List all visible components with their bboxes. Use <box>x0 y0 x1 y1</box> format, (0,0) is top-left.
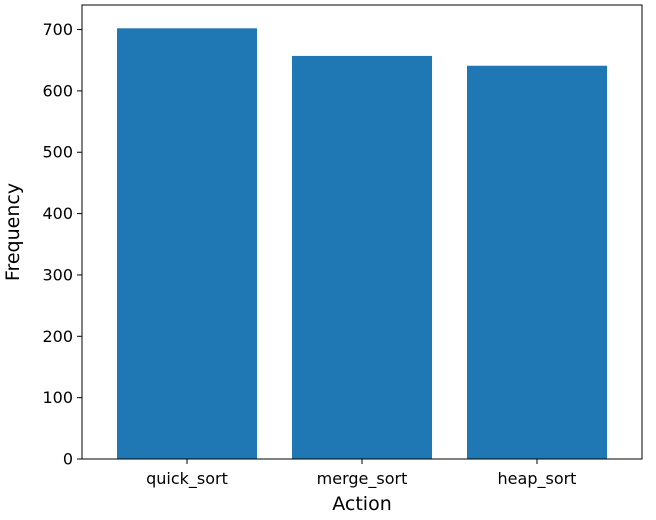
bars-group <box>117 28 607 460</box>
x-tick-label: heap_sort <box>498 469 577 489</box>
bar-quick_sort <box>117 28 257 460</box>
plot-frame <box>81 4 643 460</box>
x-tick-label: quick_sort <box>146 469 228 489</box>
bar-merge_sort <box>292 55 432 460</box>
y-tick-label: 0 <box>63 450 73 469</box>
x-axis-label: Action <box>332 493 392 515</box>
x-tick-label: merge_sort <box>317 469 408 489</box>
y-axis-ticks: 0 100 200 300 400 500 600 700 <box>42 20 82 469</box>
y-tick-label: 200 <box>42 327 73 346</box>
y-tick-label: 500 <box>42 143 73 162</box>
bar-heap_sort <box>467 65 607 460</box>
y-tick-label: 400 <box>42 204 73 223</box>
y-axis-label: Frequency <box>2 183 24 281</box>
y-tick-label: 600 <box>42 81 73 100</box>
x-axis-ticks: quick_sort merge_sort heap_sort <box>146 459 576 489</box>
y-tick-label: 300 <box>42 265 73 284</box>
y-tick-label: 100 <box>42 388 73 407</box>
y-tick-label: 700 <box>42 20 73 39</box>
